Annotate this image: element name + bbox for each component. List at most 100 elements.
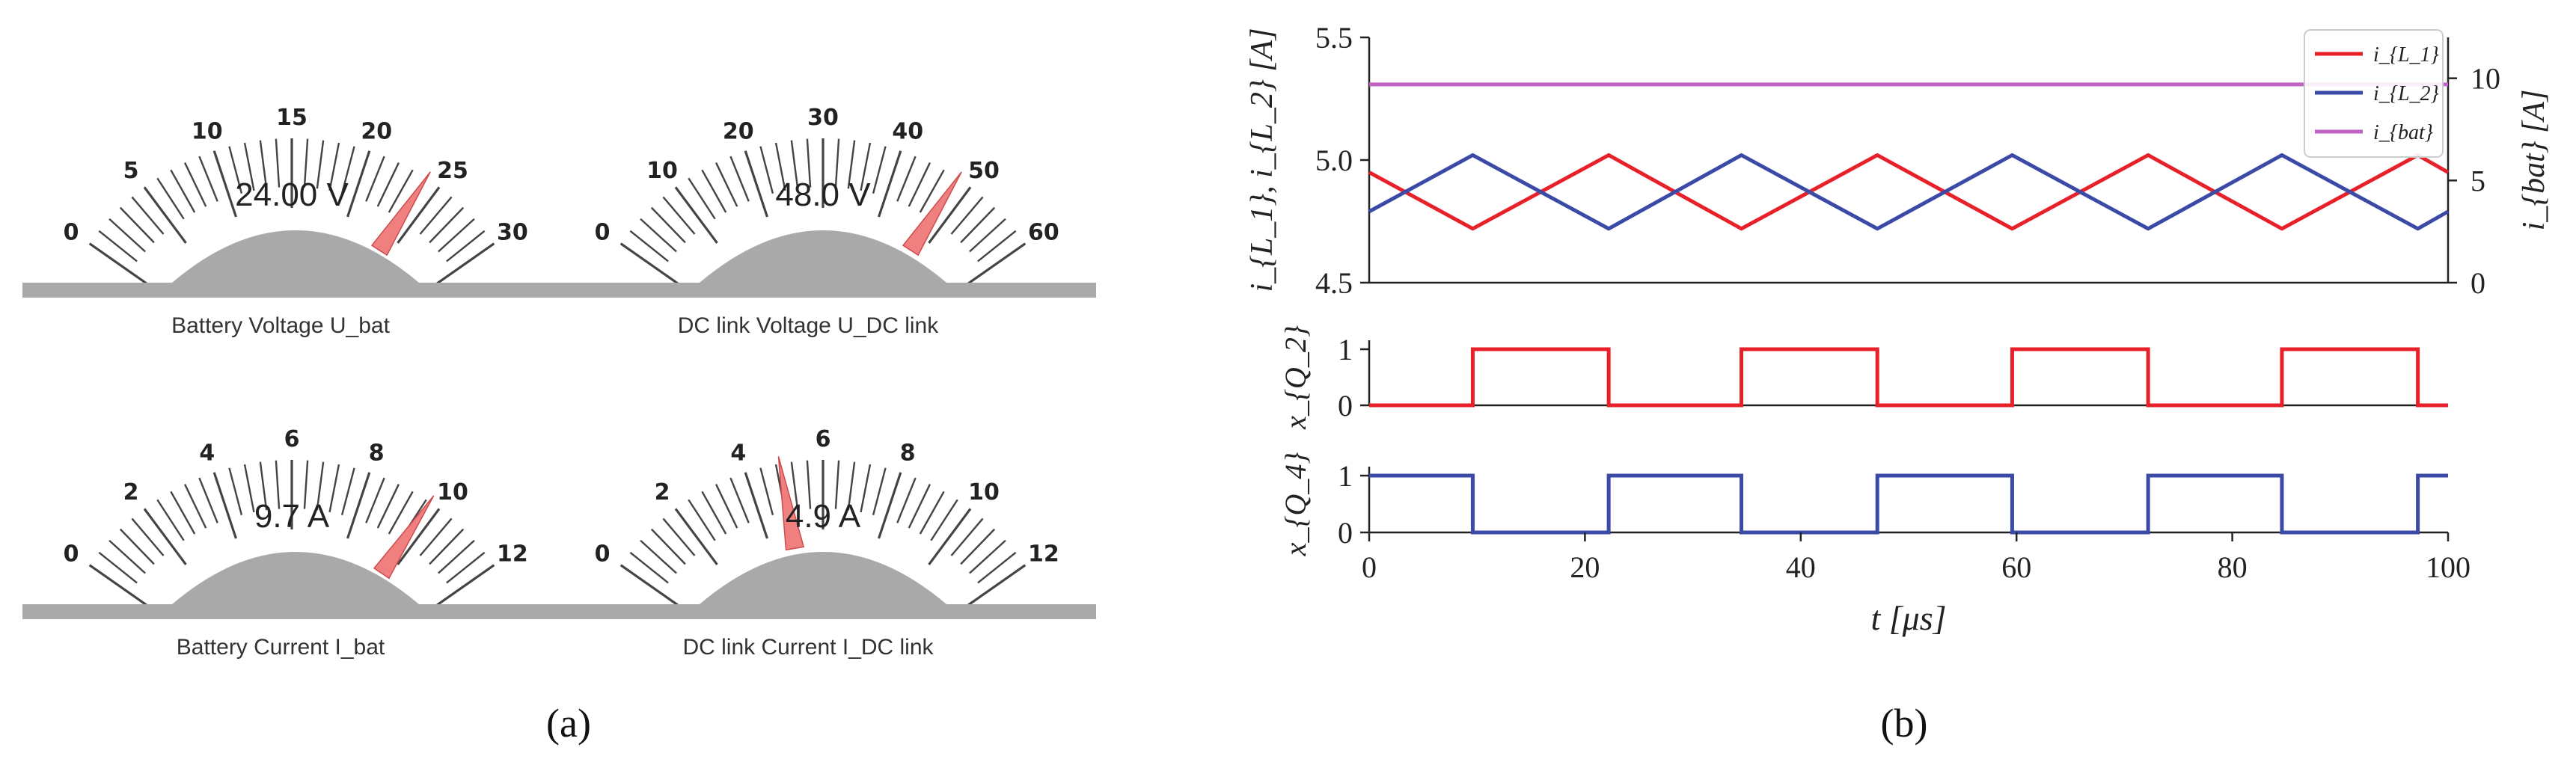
gauge-minor-tick — [108, 539, 146, 574]
gauge-tick-label: 10 — [968, 479, 1000, 506]
gauge-minor-tick — [847, 461, 856, 511]
gauge-minor-tick — [960, 206, 996, 244]
gauge-minor-tick — [662, 196, 696, 235]
gauge-minor-tick — [243, 142, 255, 191]
gauge-minor-tick — [950, 196, 984, 235]
series-line-xq2 — [1369, 347, 2448, 408]
gauge-caption-battery-voltage: Battery Voltage U_bat — [171, 313, 391, 338]
gauge-minor-tick — [340, 146, 355, 194]
gauge-major-tick — [674, 508, 718, 565]
lower-tick-label: 1 — [1338, 333, 1353, 366]
gauge-minor-tick — [650, 206, 686, 244]
top-left-tick-label: 5.0 — [1315, 144, 1353, 177]
gauge-minor-tick — [328, 464, 340, 513]
gauge-minor-tick — [98, 230, 138, 262]
gauge-readout-battery-voltage: 24.00 V — [235, 176, 349, 213]
gauge-major-tick — [212, 150, 237, 218]
gauge-minor-tick — [729, 477, 750, 523]
legend-box — [2304, 29, 2444, 158]
gauge-minor-tick — [303, 138, 309, 188]
gauge-tick-label: 0 — [64, 541, 79, 568]
gauge-minor-tick — [650, 528, 686, 565]
gauge-tick-label: 10 — [437, 479, 468, 506]
gauge-minor-tick — [806, 460, 812, 509]
gauge-major-tick — [143, 508, 187, 565]
legend-label: i_{L_1} — [2373, 43, 2439, 67]
gauge-minor-tick — [969, 218, 1006, 253]
gauge-minor-tick — [119, 206, 155, 244]
gauge-minor-tick — [228, 146, 243, 194]
gauge-minor-tick — [640, 218, 677, 253]
gauge-needle — [902, 171, 962, 256]
gauge-tick-label: 8 — [369, 440, 385, 466]
gauge-tick-label: 0 — [64, 220, 79, 246]
gauge-major-tick — [619, 564, 679, 606]
gauge-caption-battery-current: Battery Current I_bat — [177, 635, 385, 660]
gauge-minor-tick — [662, 517, 696, 556]
gauge-minor-tick — [446, 551, 486, 584]
gauge-minor-tick — [108, 218, 146, 253]
gauge-minor-tick — [228, 467, 243, 515]
gauge-minor-tick — [688, 177, 716, 220]
gauge-minor-tick — [950, 517, 984, 556]
gauge-minor-tick — [806, 138, 812, 188]
gauge-tick-label: 50 — [968, 158, 1000, 184]
gauge-minor-tick — [969, 539, 1006, 574]
gauge-minor-tick — [759, 467, 774, 515]
gauge-minor-tick — [183, 162, 207, 207]
gauge-readout-battery-current: 9.7 A — [254, 498, 330, 535]
gauge-needle — [777, 456, 805, 551]
gauge-base-bar-top — [22, 283, 1096, 298]
gauge-minor-tick — [759, 146, 774, 194]
gauge-major-tick — [346, 472, 371, 539]
gauge-tick-label: 4 — [199, 440, 215, 466]
gauge-major-tick — [878, 150, 902, 218]
gauge-major-tick — [212, 472, 237, 539]
gauge-minor-tick — [908, 162, 931, 207]
gauge-tick-label: 30 — [497, 220, 528, 246]
x-tick-label: 60 — [2001, 550, 2031, 584]
gauge-minor-tick — [774, 142, 786, 191]
gauge-minor-tick — [446, 230, 486, 262]
gauge-minor-tick — [275, 460, 281, 509]
gauge-major-tick — [744, 150, 768, 218]
gauge-dome — [700, 230, 946, 283]
gauge-minor-tick — [860, 464, 872, 513]
gauge-readout-dc-link-current: 4.9 A — [786, 498, 861, 535]
gauge-minor-tick — [388, 491, 414, 535]
gauge-major-tick — [88, 242, 147, 285]
gauge-tick-label: 0 — [595, 541, 611, 568]
gauge-major-tick — [346, 150, 371, 218]
gauge-major-tick — [928, 186, 972, 244]
gauge-tick-label: 4 — [730, 440, 746, 466]
gauge-minor-tick — [872, 146, 887, 194]
gauge-minor-tick — [183, 484, 207, 529]
gauge-minor-tick — [316, 461, 325, 511]
gauge-minor-tick — [834, 460, 840, 509]
gauge-minor-tick — [388, 169, 414, 213]
gauge-minor-tick — [919, 491, 945, 535]
panel-b-label: (b) — [1881, 701, 1928, 746]
gauge-minor-tick — [376, 484, 400, 529]
gauge-minor-tick — [198, 477, 218, 523]
gauge-base-bar-bottom — [22, 604, 1096, 619]
series-line-xq4 — [1369, 473, 2448, 535]
x-tick-label: 0 — [1362, 550, 1377, 584]
lower-tick-label: 0 — [1338, 389, 1353, 423]
gauge-minor-tick — [376, 162, 400, 207]
gauge-minor-tick — [131, 196, 165, 235]
gauge-tick-label: 10 — [646, 158, 678, 184]
gauge-tick-label: 20 — [361, 118, 392, 144]
gauge-minor-tick — [259, 461, 268, 511]
gauge-minor-tick — [243, 464, 255, 513]
gauge-minor-tick — [328, 142, 340, 191]
gauge-readout-dc-link-voltage: 48.0 V — [775, 176, 871, 213]
gauge-dc-link-current: 0 2 4 6 8 10 12 — [595, 426, 1059, 606]
gauge-minor-tick — [729, 156, 750, 202]
gauge-major-tick — [674, 186, 718, 244]
gauge-minor-tick — [198, 156, 218, 202]
gauge-minor-tick — [365, 156, 385, 202]
gauge-minor-tick — [790, 461, 799, 511]
gauge-minor-tick — [908, 484, 931, 529]
